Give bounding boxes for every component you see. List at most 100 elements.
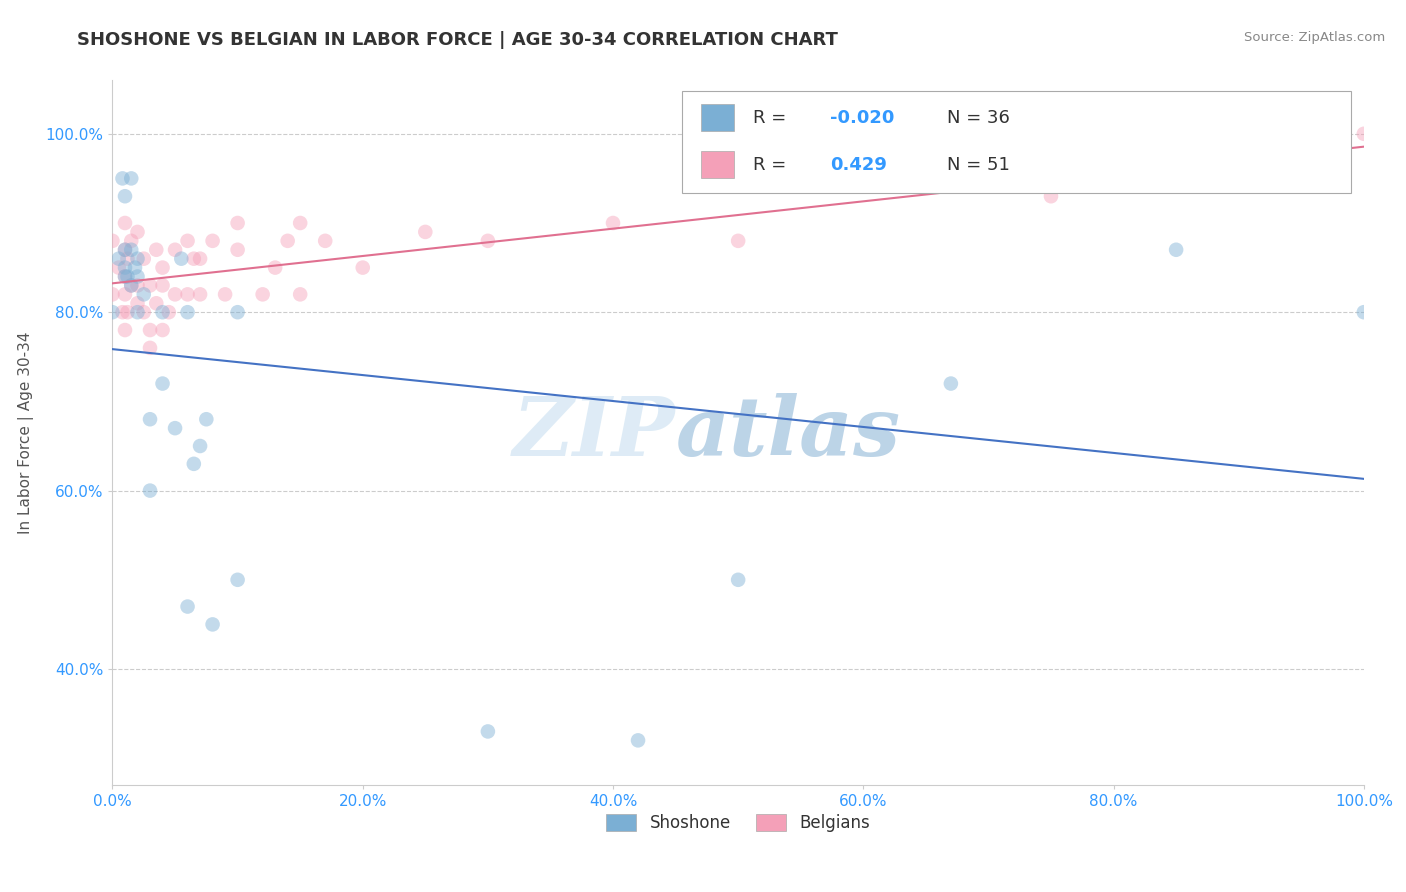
Point xyxy=(226,243,249,257)
Point xyxy=(252,287,274,301)
Point xyxy=(114,189,136,203)
Point xyxy=(127,269,149,284)
Point xyxy=(139,323,162,337)
Point xyxy=(139,412,162,426)
Text: Source: ZipAtlas.com: Source: ZipAtlas.com xyxy=(1244,31,1385,45)
Point xyxy=(127,305,149,319)
Point xyxy=(132,252,155,266)
Point xyxy=(127,296,149,310)
Point xyxy=(176,287,198,301)
Point xyxy=(176,599,198,614)
Point xyxy=(152,260,174,275)
Point xyxy=(114,260,136,275)
Point xyxy=(127,252,149,266)
Point xyxy=(264,260,287,275)
Point xyxy=(277,234,299,248)
Text: R =: R = xyxy=(752,109,792,127)
Point xyxy=(117,269,139,284)
Point xyxy=(176,234,198,248)
Point xyxy=(477,724,499,739)
Point xyxy=(111,171,134,186)
Point xyxy=(114,216,136,230)
Point xyxy=(120,278,142,293)
Point xyxy=(101,305,124,319)
Point xyxy=(163,243,186,257)
Point xyxy=(114,243,136,257)
Point xyxy=(201,234,224,248)
Point xyxy=(1353,305,1375,319)
Point xyxy=(101,234,124,248)
Point xyxy=(214,287,236,301)
Point xyxy=(188,252,211,266)
Point xyxy=(152,305,174,319)
Point xyxy=(152,376,174,391)
Point xyxy=(188,439,211,453)
Point xyxy=(195,412,218,426)
Point xyxy=(101,287,124,301)
Point xyxy=(176,305,198,319)
Text: SHOSHONE VS BELGIAN IN LABOR FORCE | AGE 30-34 CORRELATION CHART: SHOSHONE VS BELGIAN IN LABOR FORCE | AGE… xyxy=(77,31,838,49)
Point xyxy=(157,305,180,319)
Point xyxy=(290,287,312,301)
Y-axis label: In Labor Force | Age 30-34: In Labor Force | Age 30-34 xyxy=(18,331,34,534)
FancyBboxPatch shape xyxy=(682,91,1351,193)
Point xyxy=(183,457,205,471)
Point xyxy=(201,617,224,632)
Point xyxy=(413,225,436,239)
Point xyxy=(139,483,162,498)
Point xyxy=(163,287,186,301)
Point xyxy=(727,234,749,248)
Point xyxy=(226,216,249,230)
Point xyxy=(152,278,174,293)
Point xyxy=(132,287,155,301)
Point xyxy=(111,305,134,319)
Text: 0.429: 0.429 xyxy=(831,156,887,174)
Point xyxy=(352,260,374,275)
Text: atlas: atlas xyxy=(675,392,901,473)
Point xyxy=(170,252,193,266)
Point xyxy=(1039,189,1063,203)
Point xyxy=(290,216,312,230)
Text: -0.020: -0.020 xyxy=(831,109,894,127)
Point xyxy=(145,296,167,310)
Point xyxy=(145,243,167,257)
Point xyxy=(114,243,136,257)
Text: R =: R = xyxy=(752,156,792,174)
Point xyxy=(188,287,211,301)
Point xyxy=(114,287,136,301)
Point xyxy=(107,252,129,266)
Point xyxy=(114,269,136,284)
Point xyxy=(120,243,142,257)
FancyBboxPatch shape xyxy=(700,152,734,178)
Point xyxy=(163,421,186,435)
Text: N = 51: N = 51 xyxy=(946,156,1010,174)
Point xyxy=(1353,127,1375,141)
Point xyxy=(114,323,136,337)
Point xyxy=(152,323,174,337)
Point xyxy=(139,341,162,355)
Point xyxy=(727,573,749,587)
Point xyxy=(120,278,142,293)
Point xyxy=(939,376,962,391)
Point xyxy=(120,234,142,248)
FancyBboxPatch shape xyxy=(700,104,734,131)
Point xyxy=(314,234,336,248)
Point xyxy=(627,733,650,747)
Point xyxy=(120,171,142,186)
Point xyxy=(477,234,499,248)
Point xyxy=(117,252,139,266)
Text: N = 36: N = 36 xyxy=(946,109,1010,127)
Point xyxy=(124,260,146,275)
Text: ZIP: ZIP xyxy=(513,392,675,473)
Point xyxy=(132,305,155,319)
Point xyxy=(139,278,162,293)
Point xyxy=(602,216,624,230)
Point xyxy=(226,573,249,587)
Point xyxy=(107,260,129,275)
Point xyxy=(127,225,149,239)
Point xyxy=(127,278,149,293)
Legend: Shoshone, Belgians: Shoshone, Belgians xyxy=(598,805,879,840)
Point xyxy=(1164,243,1187,257)
Point xyxy=(114,269,136,284)
Point xyxy=(226,305,249,319)
